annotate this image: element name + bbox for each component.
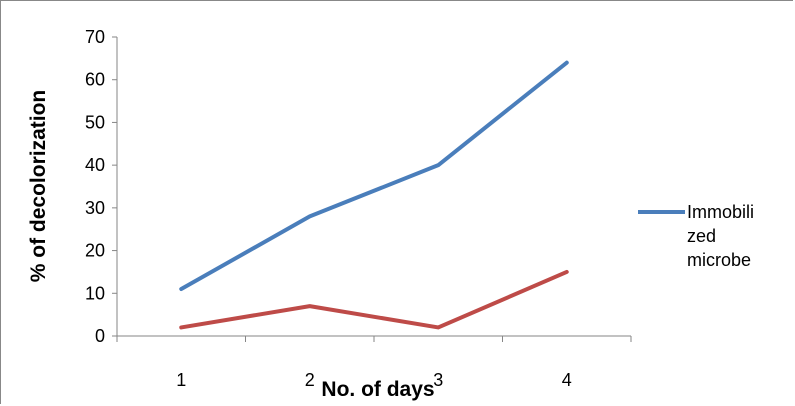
y-tick-label: 40 xyxy=(85,155,105,175)
legend-label-line: zed xyxy=(687,226,716,246)
x-tick-label: 4 xyxy=(562,370,572,390)
y-tick-label: 10 xyxy=(85,283,105,303)
legend-label-line: Immobili xyxy=(687,202,754,222)
x-tick-label: 2 xyxy=(305,370,315,390)
y-tick-label: 50 xyxy=(85,112,105,132)
axes: 0 10 20 30 40 50 60 70 1 2 3 4 xyxy=(85,27,632,390)
y-tick-label: 0 xyxy=(95,326,105,346)
y-axis-title: % of decolorization xyxy=(27,90,50,283)
series-line-2 xyxy=(179,269,569,330)
series-line-1 xyxy=(179,60,569,292)
legend-label: Immobili zed microbe xyxy=(687,202,754,270)
x-axis-title: No. of days xyxy=(321,378,434,401)
legend-label-line: microbe xyxy=(687,250,751,270)
y-tick-label: 20 xyxy=(85,241,105,261)
series-layer xyxy=(179,60,569,330)
x-tick-label: 3 xyxy=(433,370,443,390)
x-tick-label: 1 xyxy=(176,370,186,390)
y-tick-label: 60 xyxy=(85,70,105,90)
legend: Immobili zed microbe xyxy=(638,202,754,270)
y-tick-label: 30 xyxy=(85,198,105,218)
y-tick-label: 70 xyxy=(85,27,105,47)
